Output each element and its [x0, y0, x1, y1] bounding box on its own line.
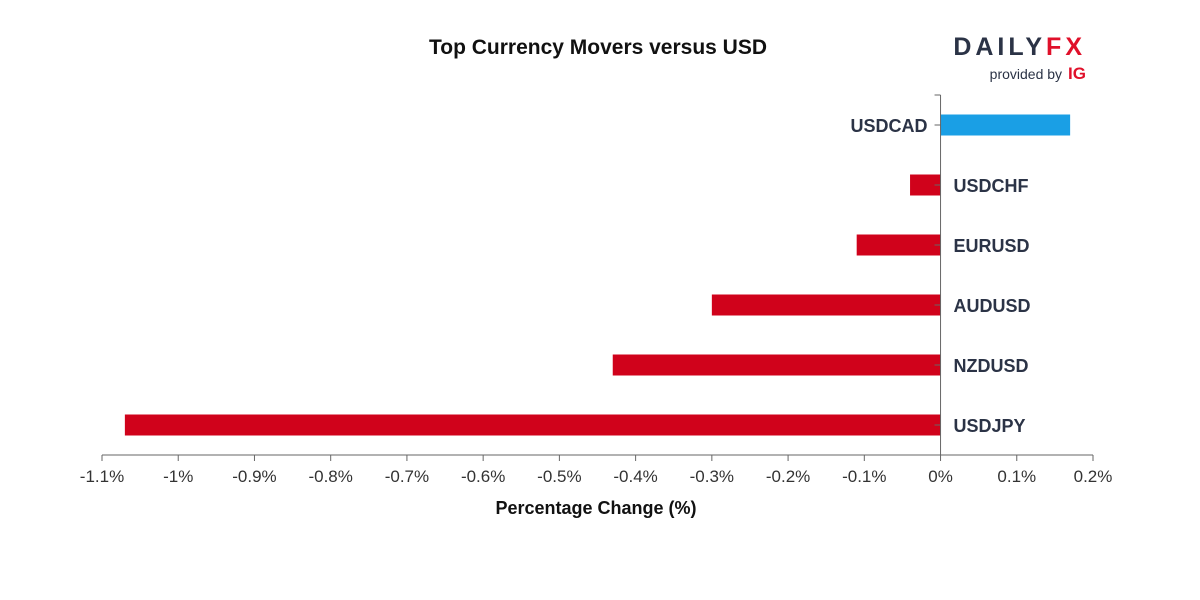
category-label-nzdusd: NZDUSD: [954, 356, 1029, 376]
category-label-eurusd: EURUSD: [954, 236, 1030, 256]
x-tick-label: 0%: [928, 467, 953, 486]
category-label-usdchf: USDCHF: [954, 176, 1029, 196]
x-tick-label: -0.1%: [842, 467, 886, 486]
category-label-usdjpy: USDJPY: [954, 416, 1026, 436]
x-axis-label: Percentage Change (%): [495, 498, 696, 518]
logo-provided-by: provided by IG: [990, 64, 1086, 83]
x-tick-label: -0.4%: [613, 467, 657, 486]
bar-usdcad: [940, 114, 1071, 136]
x-axis: -1.1% -1% -0.9% -0.8% -0.7% -0.6% -0.5% -0.4% -0…: [80, 454, 1113, 486]
bar-usdjpy: [124, 414, 941, 436]
x-tick-label: -0.7%: [385, 467, 429, 486]
bars-group: [124, 114, 1071, 436]
y-axis: [934, 94, 942, 455]
category-label-audusd: AUDUSD: [954, 296, 1031, 316]
ig-logo: IG: [1068, 64, 1086, 83]
x-tick-label: -0.6%: [461, 467, 505, 486]
logo-daily: DAILY: [953, 33, 1046, 61]
x-tick-label: -0.2%: [766, 467, 810, 486]
x-tick-label: -1.1%: [80, 467, 124, 486]
x-tick-label: -0.9%: [232, 467, 276, 486]
x-tick-label: -0.5%: [537, 467, 581, 486]
logo-fx: FX: [1046, 33, 1086, 61]
logo-provided-by-text: provided by: [990, 66, 1062, 82]
bar-audusd: [711, 294, 941, 316]
bar-nzdusd: [612, 354, 941, 376]
dailyfx-logo: DAILYFX provided by IG: [953, 33, 1086, 83]
x-tick-label: -0.8%: [308, 467, 352, 486]
chart-title: Top Currency Movers versus USD: [429, 36, 767, 59]
x-tick-label: -0.3%: [690, 467, 734, 486]
bar-eurusd: [856, 234, 941, 256]
bar-usdchf: [910, 174, 941, 196]
x-tick-label: -1%: [163, 467, 193, 486]
category-label-usdcad: USDCAD: [851, 116, 928, 136]
x-tick-label: 0.1%: [997, 467, 1036, 486]
x-tick-label: 0.2%: [1074, 467, 1113, 486]
logo-wordmark: DAILYFX: [953, 33, 1086, 61]
category-labels: USDCAD USDCHF EURUSD AUDUSD NZDUSD USDJPY: [851, 116, 1031, 436]
